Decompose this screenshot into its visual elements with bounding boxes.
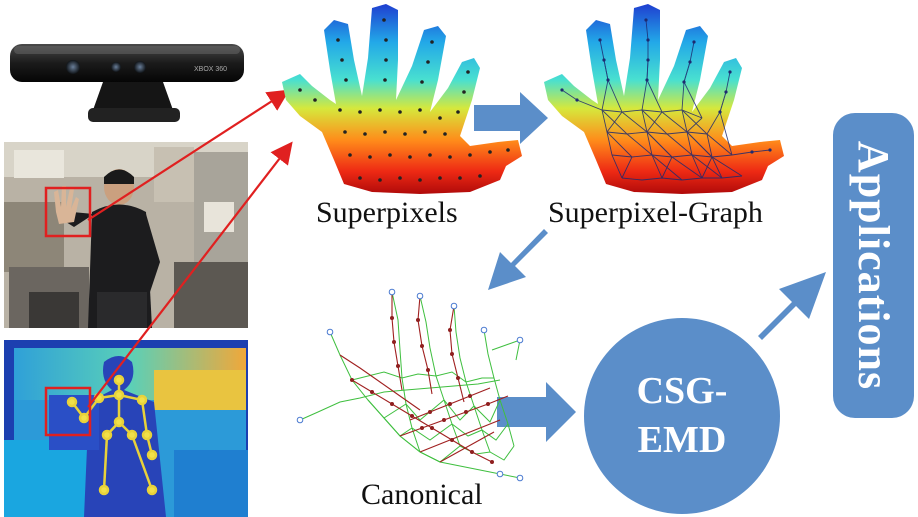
superpixels-label: Superpixels [316,196,458,229]
kinect-sensor-image: XBOX 360 [8,30,248,125]
applications-node: Applications [833,113,914,418]
superpixel-graph-label: Superpixel-Graph [548,196,763,229]
canonical-graph [296,288,524,482]
arrow-up-right [758,272,826,340]
pointer-line-depth [87,141,293,408]
pointer-line-rgb [87,89,290,221]
csg-emd-line1: CSG- [636,370,728,413]
csg-emd-line2: EMD [637,419,727,461]
superpixels-hand [282,4,522,194]
flow-arrows [474,92,826,442]
arrow-right-2 [497,382,576,442]
applications-label: Applications [849,140,899,391]
kinect-branding: XBOX 360 [194,66,227,73]
arrow-down-left [488,229,548,290]
arrow-right-1 [474,92,548,144]
canonical-label: Canonical [361,478,483,511]
superpixel-graph-hand [544,4,784,194]
csg-emd-node: CSG- EMD [584,318,780,514]
rgb-photo [4,142,248,328]
depth-map [4,340,248,517]
superpixel-dots [298,18,510,182]
